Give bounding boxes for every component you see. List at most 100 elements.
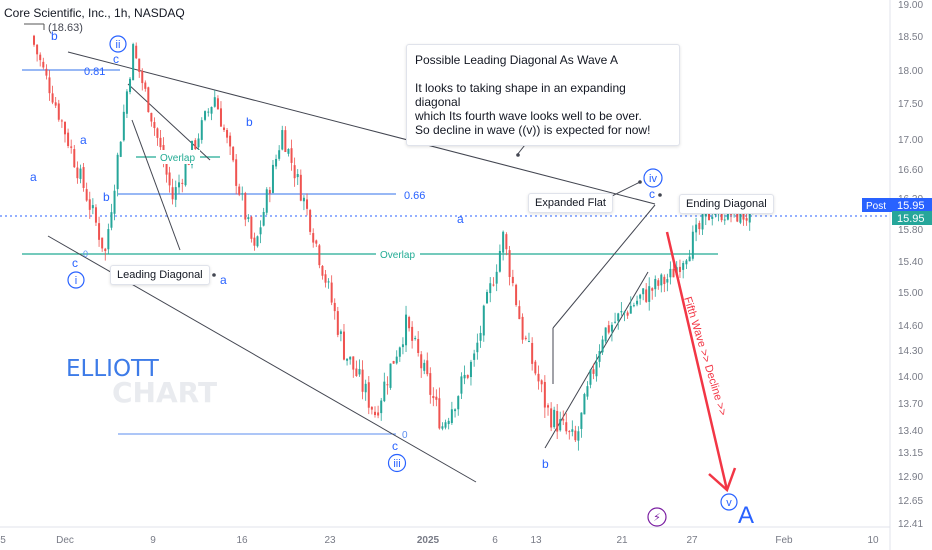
candle-body bbox=[592, 369, 595, 374]
candle-body bbox=[682, 262, 685, 270]
candle-body bbox=[571, 429, 574, 432]
candle-body bbox=[32, 35, 35, 45]
wave-label-c1: c bbox=[72, 256, 78, 270]
candle-body bbox=[219, 108, 222, 127]
candle-body bbox=[580, 412, 583, 429]
candle-body bbox=[663, 276, 666, 285]
candle-body bbox=[241, 193, 244, 195]
candle-body bbox=[540, 380, 543, 385]
candle-body bbox=[414, 338, 417, 340]
candle-body bbox=[660, 274, 663, 286]
candle-body bbox=[657, 280, 660, 286]
candle-body bbox=[364, 383, 367, 393]
candle-body bbox=[654, 278, 657, 290]
candle-body bbox=[742, 209, 745, 220]
candle-body bbox=[213, 97, 216, 107]
candle-body bbox=[299, 174, 302, 201]
candle-body bbox=[315, 240, 318, 244]
candle-body bbox=[281, 130, 284, 150]
fib-081-label: 0.81 bbox=[84, 66, 105, 78]
candle-body bbox=[171, 187, 174, 200]
time-tick-label: 27 bbox=[686, 535, 698, 546]
overlap2-bg bbox=[376, 247, 420, 261]
candle-body bbox=[45, 68, 48, 76]
candle-body bbox=[271, 164, 274, 193]
candle-body bbox=[498, 250, 501, 272]
candle-body bbox=[367, 382, 370, 408]
candle-body bbox=[398, 347, 401, 357]
candle-body bbox=[435, 396, 438, 400]
post-tag-label: Post bbox=[866, 201, 886, 212]
candle-body bbox=[122, 111, 125, 141]
candle-body bbox=[486, 291, 489, 304]
leading-diagonal-lower bbox=[131, 119, 181, 251]
candle-body bbox=[748, 206, 751, 223]
candle-body bbox=[701, 214, 704, 230]
high-price-label: (18.63) bbox=[48, 22, 83, 34]
candle-body bbox=[150, 112, 153, 122]
candle-body bbox=[441, 426, 444, 429]
candle-body bbox=[107, 229, 110, 250]
candle-body bbox=[153, 122, 156, 129]
fib-0-small-label: 0 bbox=[83, 249, 88, 259]
candle-body bbox=[204, 111, 207, 120]
candle-body bbox=[57, 103, 60, 120]
candle-body bbox=[479, 332, 482, 341]
price-tick-label: 12.90 bbox=[898, 472, 923, 483]
candle-body bbox=[463, 374, 466, 379]
wave-circle-iii bbox=[387, 453, 407, 473]
candle-body bbox=[346, 358, 349, 361]
candle-body bbox=[595, 362, 598, 377]
candle-body bbox=[290, 148, 293, 163]
candle-body bbox=[598, 350, 601, 362]
bolt-glyph: ⚡ bbox=[653, 511, 661, 524]
candle-body bbox=[377, 412, 380, 416]
chart-title: Core Scientific, Inc., 1h, NASDAQ bbox=[4, 6, 185, 20]
candle-body bbox=[604, 327, 607, 342]
candle-body bbox=[495, 271, 498, 284]
candle-body bbox=[339, 331, 342, 334]
fib-066-label: 0.66 bbox=[404, 190, 425, 202]
candle-body bbox=[466, 375, 469, 378]
candle-body bbox=[639, 294, 642, 299]
candle-body bbox=[98, 223, 101, 240]
candle-body bbox=[666, 279, 669, 283]
overlap1-label: Overlap bbox=[160, 153, 195, 164]
last-price-tag bbox=[892, 211, 932, 225]
candle-body bbox=[104, 248, 107, 252]
price-tick-label: 18.00 bbox=[898, 66, 923, 77]
candle-body bbox=[645, 289, 648, 302]
time-tick-label: 2025 bbox=[417, 535, 440, 546]
candle-body bbox=[223, 127, 226, 130]
candle-body bbox=[330, 282, 333, 303]
candle-body bbox=[565, 422, 568, 432]
wave-label-a4: a bbox=[457, 212, 464, 226]
ending-diagonal-upper bbox=[552, 204, 656, 329]
candle-body bbox=[156, 128, 159, 138]
candle-body bbox=[60, 120, 63, 122]
candle-body bbox=[623, 311, 626, 313]
candle-body bbox=[620, 311, 623, 313]
candle-body bbox=[531, 342, 534, 364]
candlestick-series bbox=[32, 34, 757, 451]
candle-body bbox=[691, 231, 694, 259]
wave-circle-iv bbox=[643, 168, 663, 188]
candle-body bbox=[389, 363, 392, 388]
alert-bolt-icon[interactable] bbox=[647, 507, 667, 527]
price-tick-label: 14.30 bbox=[898, 346, 923, 357]
candle-body bbox=[524, 337, 527, 340]
analysis-callout: Possible Leading Diagonal As Wave A It l… bbox=[406, 44, 680, 146]
wave-circle-ii bbox=[109, 35, 127, 53]
candle-body bbox=[745, 218, 748, 221]
candle-body bbox=[543, 381, 546, 408]
candle-body bbox=[688, 256, 691, 262]
candle-body bbox=[505, 234, 508, 250]
candle-body bbox=[370, 407, 373, 410]
candle-body bbox=[577, 431, 580, 441]
wave-label-iv: iv bbox=[649, 173, 657, 185]
fifth-wave-arrow-head bbox=[708, 467, 737, 493]
leading-diagonal-label: Leading Diagonal bbox=[110, 265, 210, 285]
candle-body bbox=[392, 360, 395, 364]
candle-body bbox=[144, 82, 147, 89]
candle-body bbox=[138, 58, 141, 72]
